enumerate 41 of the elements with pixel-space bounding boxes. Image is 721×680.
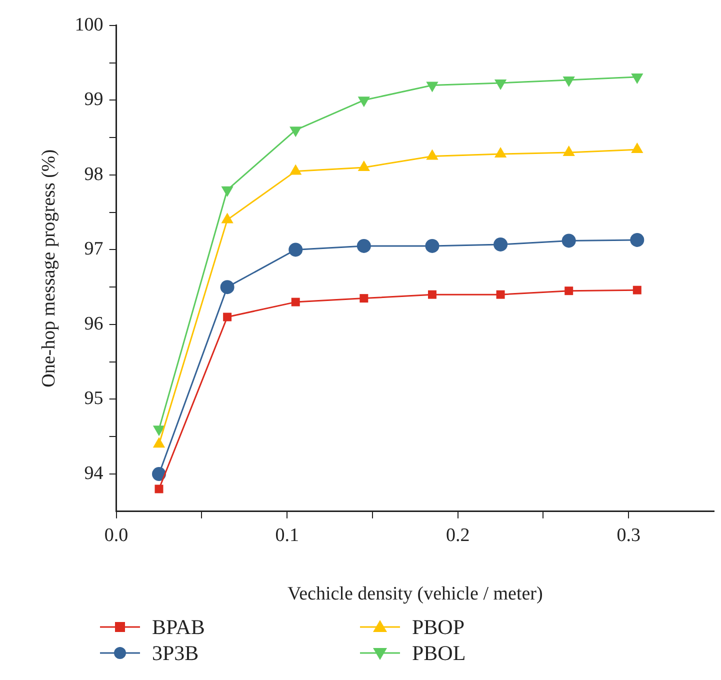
point	[564, 286, 574, 296]
point	[288, 242, 303, 257]
x-axis-title: Vechicle density (vehicle / meter)	[287, 584, 543, 605]
point	[562, 234, 576, 248]
y-tick-label: 96	[84, 313, 104, 334]
y-tick-label: 99	[84, 89, 104, 110]
point	[425, 238, 440, 253]
point	[220, 280, 234, 294]
point	[494, 237, 508, 252]
y-tick-label: 94	[84, 463, 104, 484]
point	[496, 290, 505, 299]
point	[221, 186, 234, 197]
legend-label: 3P3B	[152, 640, 199, 666]
y-axis-title: One-hop message progress (%)	[38, 149, 60, 388]
legend-label: PBOP	[412, 614, 465, 640]
y-tick-label: 100	[74, 14, 104, 36]
x-tick-label: 0.1	[275, 524, 299, 546]
point	[562, 76, 575, 87]
y-tick-label: 98	[84, 164, 104, 185]
x-tick-label: 0.3	[616, 524, 640, 546]
point	[358, 96, 370, 108]
point	[291, 298, 300, 306]
legend-label: PBOL	[412, 640, 466, 666]
point	[223, 312, 232, 322]
point	[356, 238, 371, 253]
point	[494, 79, 507, 90]
point	[631, 73, 644, 84]
point	[428, 290, 436, 299]
x-tick-label: 0.2	[446, 524, 470, 546]
point	[152, 467, 166, 482]
point	[360, 294, 368, 303]
y-tick-label: 97	[84, 238, 104, 260]
point	[290, 126, 302, 138]
x-tick-label: 0.0	[104, 524, 128, 546]
y-tick-label: 95	[84, 388, 104, 410]
point	[426, 82, 438, 92]
point	[632, 286, 642, 294]
legend-label: BPAB	[152, 614, 205, 640]
point	[630, 232, 644, 247]
point	[154, 484, 164, 494]
point	[152, 437, 166, 448]
